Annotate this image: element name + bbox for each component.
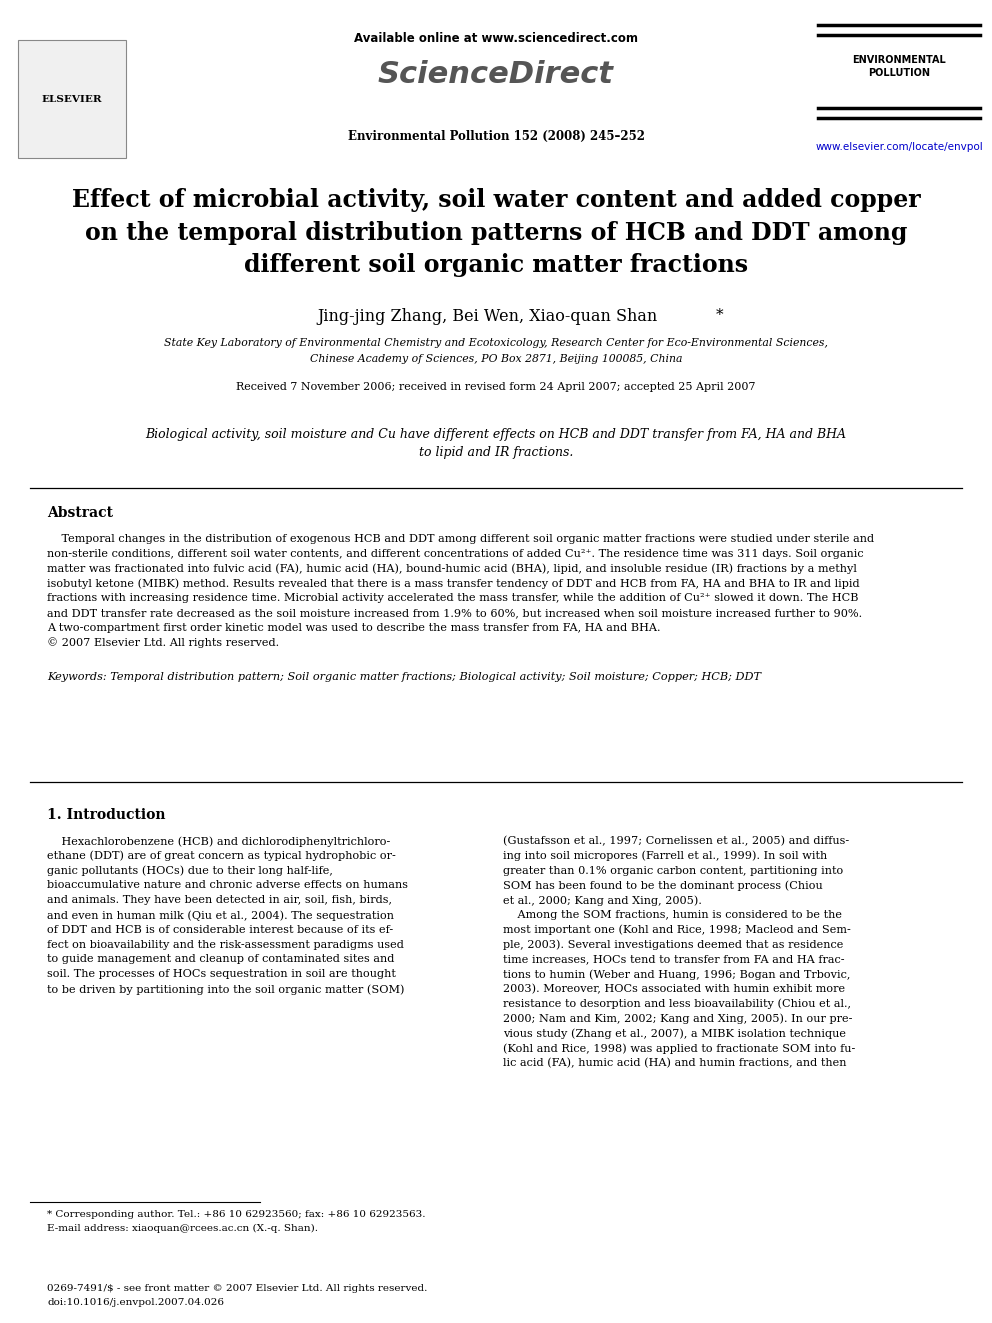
Text: www.elsevier.com/locate/envpol: www.elsevier.com/locate/envpol [815,142,983,152]
Text: Environmental Pollution 152 (2008) 245–252: Environmental Pollution 152 (2008) 245–2… [347,130,645,143]
Text: ing into soil micropores (Farrell et al., 1999). In soil with: ing into soil micropores (Farrell et al.… [503,851,827,861]
Text: isobutyl ketone (MIBK) method. Results revealed that there is a mass transfer te: isobutyl ketone (MIBK) method. Results r… [47,578,860,589]
Text: Effect of microbial activity, soil water content and added copper
on the tempora: Effect of microbial activity, soil water… [71,188,921,277]
Text: ENVIRONMENTAL: ENVIRONMENTAL [852,56,946,65]
Text: to guide management and cleanup of contaminated sites and: to guide management and cleanup of conta… [47,954,395,964]
Text: et al., 2000; Kang and Xing, 2005).: et al., 2000; Kang and Xing, 2005). [503,896,702,906]
Text: lic acid (FA), humic acid (HA) and humin fractions, and then: lic acid (FA), humic acid (HA) and humin… [503,1058,846,1069]
Text: Available online at www.sciencedirect.com: Available online at www.sciencedirect.co… [354,32,638,45]
Text: 1. Introduction: 1. Introduction [47,808,166,822]
Text: soil. The processes of HOCs sequestration in soil are thought: soil. The processes of HOCs sequestratio… [47,970,396,979]
Text: (Gustafsson et al., 1997; Cornelissen et al., 2005) and diffus-: (Gustafsson et al., 1997; Cornelissen et… [503,836,849,847]
Text: time increases, HOCs tend to transfer from FA and HA frac-: time increases, HOCs tend to transfer fr… [503,954,844,964]
Bar [18,40,126,157]
Text: A two-compartment first order kinetic model was used to describe the mass transf: A two-compartment first order kinetic mo… [47,623,661,632]
Text: and even in human milk (Qiu et al., 2004). The sequestration: and even in human milk (Qiu et al., 2004… [47,910,394,921]
Text: resistance to desorption and less bioavailability (Chiou et al.,: resistance to desorption and less bioava… [503,999,851,1009]
Text: SOM has been found to be the dominant process (Chiou: SOM has been found to be the dominant pr… [503,880,822,890]
Text: 2000; Nam and Kim, 2002; Kang and Xing, 2005). In our pre-: 2000; Nam and Kim, 2002; Kang and Xing, … [503,1013,852,1024]
Text: ethane (DDT) are of great concern as typical hydrophobic or-: ethane (DDT) are of great concern as typ… [47,851,396,861]
Text: © 2007 Elsevier Ltd. All rights reserved.: © 2007 Elsevier Ltd. All rights reserved… [47,638,279,648]
Text: and DDT transfer rate decreased as the soil moisture increased from 1.9% to 60%,: and DDT transfer rate decreased as the s… [47,609,862,618]
Text: Temporal changes in the distribution of exogenous HCB and DDT among different so: Temporal changes in the distribution of … [47,534,874,544]
Text: most important one (Kohl and Rice, 1998; Macleod and Sem-: most important one (Kohl and Rice, 1998;… [503,925,851,935]
Text: 0269-7491/$ - see front matter © 2007 Elsevier Ltd. All rights reserved.: 0269-7491/$ - see front matter © 2007 El… [47,1285,428,1293]
Text: non-sterile conditions, different soil water contents, and different concentrati: non-sterile conditions, different soil w… [47,549,864,558]
Text: bioaccumulative nature and chronic adverse effects on humans: bioaccumulative nature and chronic adver… [47,880,408,890]
Text: 2003). Moreover, HOCs associated with humin exhibit more: 2003). Moreover, HOCs associated with hu… [503,984,845,995]
Text: ple, 2003). Several investigations deemed that as residence: ple, 2003). Several investigations deeme… [503,939,843,950]
Text: (Kohl and Rice, 1998) was applied to fractionate SOM into fu-: (Kohl and Rice, 1998) was applied to fra… [503,1044,855,1053]
Text: * Corresponding author. Tel.: +86 10 62923560; fax: +86 10 62923563.: * Corresponding author. Tel.: +86 10 629… [47,1211,426,1218]
Text: matter was fractionated into fulvic acid (FA), humic acid (HA), bound-humic acid: matter was fractionated into fulvic acid… [47,564,857,574]
Text: ScienceDirect: ScienceDirect [378,60,614,89]
Text: Biological activity, soil moisture and Cu have different effects on HCB and DDT : Biological activity, soil moisture and C… [146,429,846,441]
Text: vious study (Zhang et al., 2007), a MIBK isolation technique: vious study (Zhang et al., 2007), a MIBK… [503,1028,846,1039]
Text: Keywords: Temporal distribution pattern; Soil organic matter fractions; Biologic: Keywords: Temporal distribution pattern;… [47,672,761,681]
Text: Chinese Academy of Sciences, PO Box 2871, Beijing 100085, China: Chinese Academy of Sciences, PO Box 2871… [310,355,682,364]
Text: Received 7 November 2006; received in revised form 24 April 2007; accepted 25 Ap: Received 7 November 2006; received in re… [236,382,756,392]
Text: tions to humin (Weber and Huang, 1996; Bogan and Trbovic,: tions to humin (Weber and Huang, 1996; B… [503,970,850,980]
Text: to lipid and IR fractions.: to lipid and IR fractions. [419,446,573,459]
Text: fractions with increasing residence time. Microbial activity accelerated the mas: fractions with increasing residence time… [47,593,858,603]
Text: and animals. They have been detected in air, soil, fish, birds,: and animals. They have been detected in … [47,896,392,905]
Text: Among the SOM fractions, humin is considered to be the: Among the SOM fractions, humin is consid… [503,910,842,919]
Text: doi:10.1016/j.envpol.2007.04.026: doi:10.1016/j.envpol.2007.04.026 [47,1298,224,1307]
Text: fect on bioavailability and the risk-assessment paradigms used: fect on bioavailability and the risk-ass… [47,939,404,950]
Text: *: * [716,308,723,321]
Text: POLLUTION: POLLUTION [868,67,930,78]
Text: State Key Laboratory of Environmental Chemistry and Ecotoxicology, Research Cent: State Key Laboratory of Environmental Ch… [164,337,828,348]
Text: of DDT and HCB is of considerable interest because of its ef-: of DDT and HCB is of considerable intere… [47,925,393,935]
Text: E-mail address: xiaoquan@rcees.ac.cn (X.-q. Shan).: E-mail address: xiaoquan@rcees.ac.cn (X.… [47,1224,318,1233]
Text: ELSEVIER: ELSEVIER [42,95,102,105]
Text: Abstract: Abstract [47,505,113,520]
Text: Hexachlorobenzene (HCB) and dichlorodiphenyltrichloro-: Hexachlorobenzene (HCB) and dichlorodiph… [47,836,390,847]
Text: to be driven by partitioning into the soil organic matter (SOM): to be driven by partitioning into the so… [47,984,405,995]
Text: Jing-jing Zhang, Bei Wen, Xiao-quan Shan: Jing-jing Zhang, Bei Wen, Xiao-quan Shan [317,308,658,325]
Text: ganic pollutants (HOCs) due to their long half-life,: ganic pollutants (HOCs) due to their lon… [47,865,333,876]
Text: greater than 0.1% organic carbon content, partitioning into: greater than 0.1% organic carbon content… [503,865,843,876]
